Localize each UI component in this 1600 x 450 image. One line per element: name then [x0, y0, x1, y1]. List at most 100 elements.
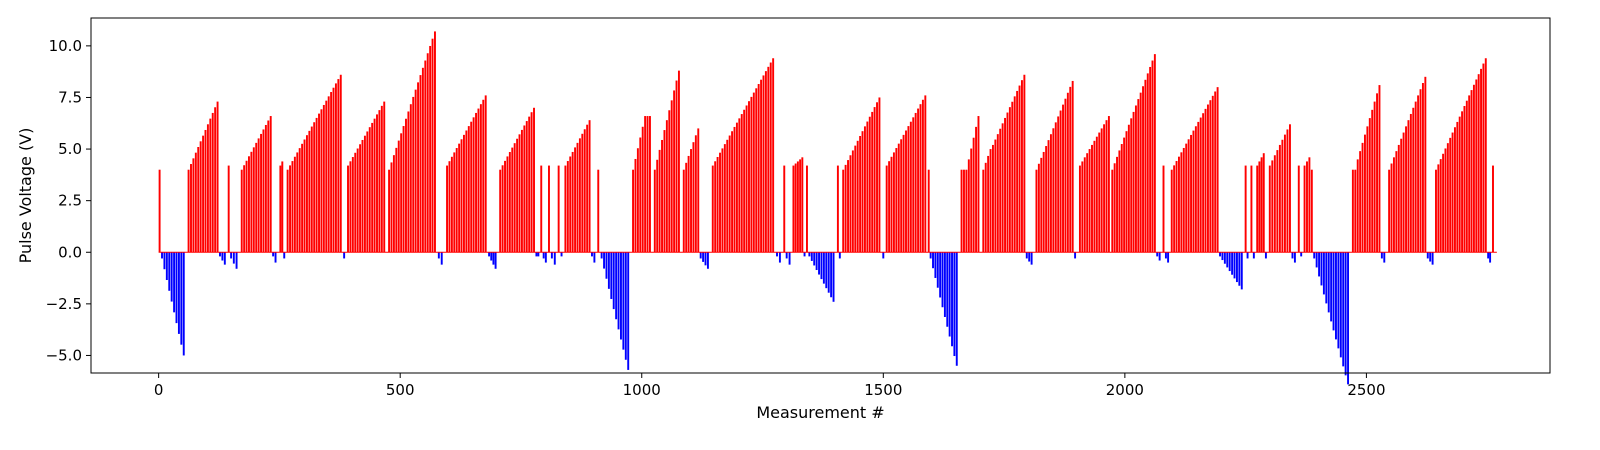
bar [1095, 136, 1098, 253]
bar [1173, 165, 1176, 253]
bar [366, 131, 369, 253]
bar [752, 92, 755, 253]
bar [996, 134, 999, 253]
bar [1303, 165, 1306, 253]
bar [1170, 169, 1173, 253]
bar [1465, 100, 1468, 253]
bar [1461, 111, 1464, 253]
bar [607, 252, 610, 289]
bar [912, 117, 915, 253]
bar [250, 151, 253, 253]
bar [728, 135, 731, 253]
bar [1194, 126, 1197, 253]
bar [318, 113, 320, 253]
bar [513, 143, 516, 253]
bar [330, 92, 333, 253]
bar [873, 107, 876, 253]
bar [755, 88, 758, 253]
bar [1202, 113, 1205, 253]
bar [1437, 164, 1440, 253]
bar [622, 252, 625, 350]
bar [1260, 157, 1263, 253]
bar [264, 124, 267, 253]
bar [530, 112, 533, 253]
bar [1429, 252, 1432, 262]
bar [1380, 252, 1383, 259]
bar [1322, 252, 1325, 295]
bar [799, 159, 802, 253]
bar [690, 149, 692, 253]
bar [617, 252, 620, 330]
bar [460, 139, 463, 253]
bar [161, 252, 163, 259]
bar [1327, 252, 1330, 313]
bar [315, 117, 318, 253]
bar [1156, 252, 1159, 257]
bar [1344, 252, 1347, 376]
bar [576, 142, 579, 253]
bar [482, 99, 485, 253]
bar [560, 252, 563, 257]
bar [641, 126, 644, 253]
bar [227, 165, 230, 253]
bar [1018, 85, 1021, 253]
bar [1378, 85, 1381, 253]
bar [209, 118, 212, 253]
bar [1246, 252, 1249, 259]
bar [815, 252, 818, 271]
bar [914, 112, 917, 253]
bar [1318, 252, 1321, 277]
y-tick-label: 10.0 [49, 37, 82, 55]
bar [687, 155, 690, 253]
bar [412, 96, 415, 253]
bar [806, 165, 808, 253]
bar [827, 252, 830, 293]
bar [844, 164, 847, 253]
bar [291, 161, 294, 253]
bar [322, 104, 325, 253]
bar [574, 147, 577, 253]
bar [1442, 153, 1445, 253]
bar [1004, 117, 1006, 253]
bar [190, 164, 192, 253]
x-axis-ticks: 0 500 1000 1500 2000 2500 [154, 373, 1386, 399]
bar [390, 162, 393, 253]
bar [1149, 66, 1152, 253]
bar [1412, 107, 1415, 253]
bar [1264, 252, 1267, 259]
bar [929, 252, 932, 259]
bar [1409, 113, 1412, 253]
bar [363, 135, 366, 253]
bar [202, 135, 205, 253]
bar [1291, 252, 1294, 259]
bar [214, 107, 217, 253]
bar [283, 252, 286, 259]
bar [868, 116, 871, 253]
bar [490, 252, 493, 261]
bar [1235, 252, 1238, 283]
bar [240, 169, 243, 253]
bar [1162, 165, 1165, 253]
bar [1130, 118, 1133, 253]
bar [1361, 142, 1364, 253]
bar [347, 165, 349, 253]
bar [351, 157, 354, 253]
y-tick-label: 0.0 [58, 243, 82, 261]
bar [1037, 163, 1040, 253]
bar [813, 252, 816, 266]
bar [818, 252, 820, 275]
bar [1233, 252, 1236, 279]
bar [569, 156, 572, 253]
bar [750, 96, 753, 253]
bar [1137, 99, 1140, 253]
bar [1103, 124, 1106, 253]
bar [1335, 252, 1337, 340]
bar [1356, 159, 1359, 253]
x-tick-label: 1000 [623, 381, 661, 399]
bar [1492, 165, 1494, 253]
bar [927, 169, 930, 253]
bar [992, 144, 994, 253]
bar [682, 169, 685, 253]
bar [1042, 151, 1045, 253]
